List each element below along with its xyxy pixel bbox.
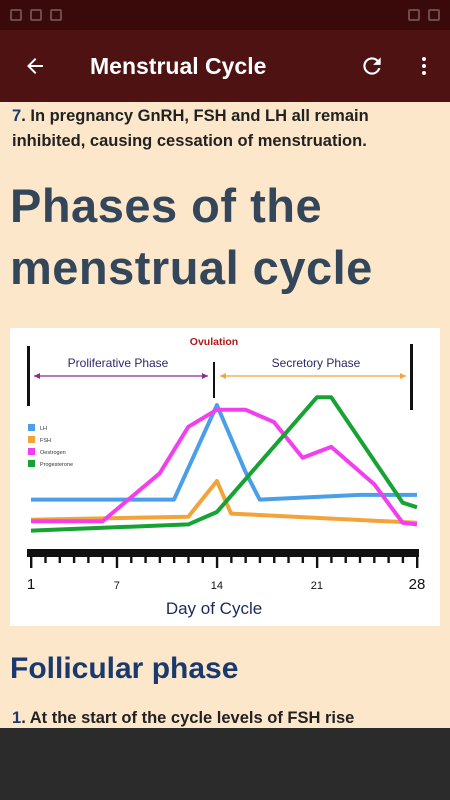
phase-boundary-right <box>410 344 413 410</box>
notification-icon <box>10 9 22 21</box>
section-heading: Phases of the menstrual cycle <box>10 179 373 294</box>
tick-label: 7 <box>114 580 120 592</box>
day-tick <box>144 557 147 563</box>
more-vert-icon <box>422 57 426 75</box>
series-line-fsh <box>30 479 418 525</box>
paragraph-7: 7. In pregnancy GnRH, FSH and LH all rem… <box>0 104 450 154</box>
day-tick <box>58 557 61 563</box>
tick-label: 14 <box>211 580 223 592</box>
day-tick <box>44 557 47 563</box>
day-tick <box>72 557 76 563</box>
day-tick <box>115 557 119 568</box>
secretory-phase-label: Secretory Phase <box>272 356 361 370</box>
status-icons-right <box>408 9 440 21</box>
legend-entry: FSH <box>40 438 51 444</box>
status-bar <box>0 0 450 30</box>
back-button[interactable] <box>0 30 70 102</box>
series-line-progesterone <box>30 395 418 533</box>
day-tick <box>373 557 376 563</box>
day-tick <box>101 557 104 563</box>
x-axis-label: Day of Cycle <box>166 599 262 618</box>
day-tick <box>358 557 362 563</box>
navigation-bar <box>0 728 450 800</box>
paragraph-text: . In pregnancy GnRH, FSH and LH all rema… <box>12 107 369 150</box>
chart-svg: 1 7 14 21 28 Ovulation Proliferative Phase S… <box>27 336 426 618</box>
arrow-left-icon <box>27 58 43 74</box>
day-tick <box>244 557 247 563</box>
status-icons-left <box>10 9 62 21</box>
proliferative-phase-label: Proliferative Phase <box>68 356 169 370</box>
day-tick <box>416 557 419 568</box>
day-tick <box>215 557 219 568</box>
day-tick <box>387 557 390 563</box>
usb-icon <box>50 9 62 21</box>
legend-swatch <box>28 424 35 431</box>
signal-icon <box>408 9 420 21</box>
day-tick <box>273 557 276 563</box>
tick-label: 1 <box>27 576 35 593</box>
tick-label: 21 <box>311 580 323 592</box>
series-line-oestrogen <box>31 407 418 527</box>
series-line-lh <box>31 403 417 502</box>
paragraph-1: 1. At the start of the cycle levels of F… <box>0 706 366 728</box>
article-content[interactable]: 7. In pregnancy GnRH, FSH and LH all rem… <box>0 102 450 728</box>
legend-entry: LH <box>40 426 47 432</box>
refresh-button[interactable] <box>346 30 398 102</box>
day-tick <box>201 557 204 563</box>
day-tick <box>401 557 405 563</box>
day-tick <box>130 557 133 563</box>
day-tick <box>301 557 305 563</box>
day-tick <box>287 557 290 563</box>
image-icon <box>30 9 42 21</box>
follicular-phase-heading: Follicular phase <box>10 652 239 685</box>
legend-swatch <box>28 436 35 443</box>
legend-swatch <box>28 448 35 455</box>
day-axis-bar <box>27 549 419 557</box>
day-tick <box>172 557 176 563</box>
day-tick <box>330 557 333 563</box>
day-tick <box>87 557 90 563</box>
day-tick <box>344 557 347 563</box>
app-bar: Menstrual Cycle <box>0 30 450 102</box>
list-number: 7 <box>12 107 22 125</box>
day-tick <box>315 557 319 568</box>
day-tick <box>230 557 233 563</box>
phase-boundary-left <box>27 346 30 406</box>
tick-label: 28 <box>409 576 426 593</box>
list-number: 1 <box>12 709 22 727</box>
legend-entry: Progesterone <box>40 462 73 468</box>
day-tick <box>30 557 33 568</box>
day-tick <box>158 557 162 563</box>
battery-icon <box>428 9 440 21</box>
paragraph-text: . At the start of the cycle levels of FS… <box>21 709 355 727</box>
refresh-icon <box>363 57 381 75</box>
ovulation-label: Ovulation <box>190 336 238 348</box>
day-tick <box>258 557 262 563</box>
menstrual-cycle-chart: 1 7 14 21 28 Ovulation Proliferative Phase S… <box>10 328 440 626</box>
app-title: Menstrual Cycle <box>90 52 267 79</box>
legend-entry: Oestrogen <box>40 450 66 456</box>
day-tick <box>187 557 190 563</box>
legend-swatch <box>28 460 35 467</box>
more-options-button[interactable] <box>398 30 450 102</box>
